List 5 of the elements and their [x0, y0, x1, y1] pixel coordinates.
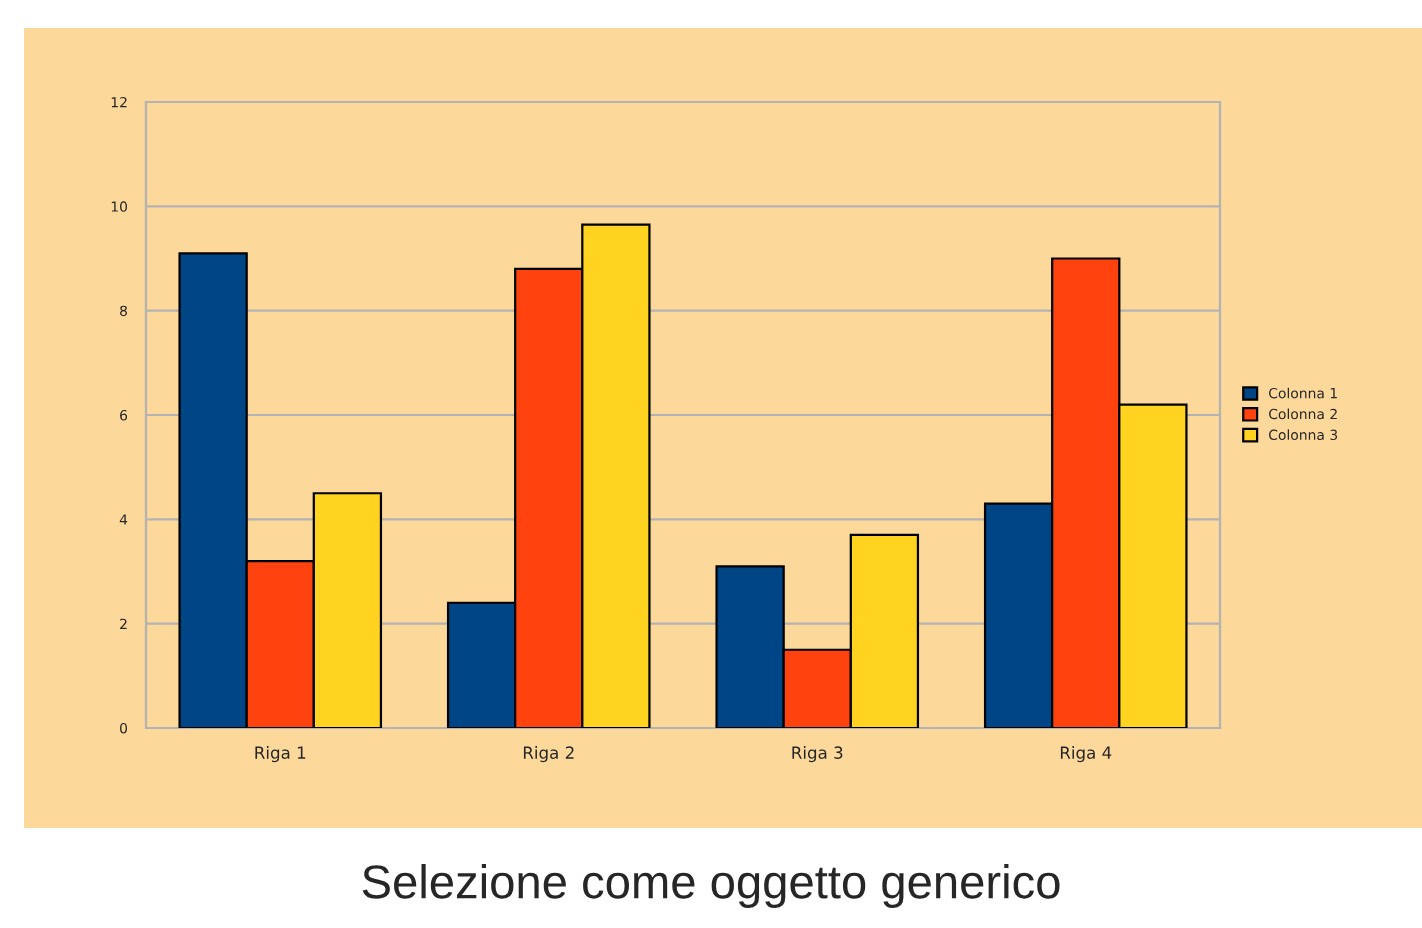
x-tick-label: Riga 3 — [792, 746, 843, 763]
x-tick-label: Riga 2 — [523, 746, 574, 763]
x-tick-label: Riga 4 — [1060, 746, 1112, 763]
x-tick-label: Riga 1 — [255, 746, 306, 763]
text: Selezione come oggetto generico — [362, 863, 1060, 909]
